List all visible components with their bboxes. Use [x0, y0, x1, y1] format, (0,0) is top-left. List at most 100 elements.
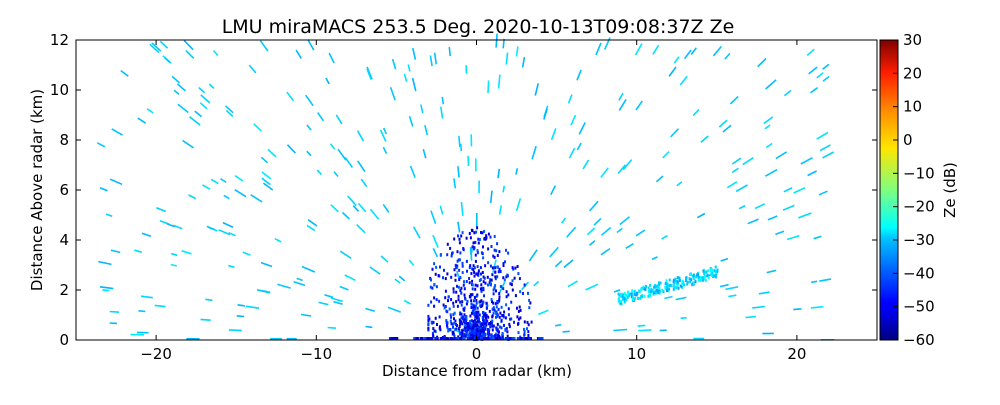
clutter-echo	[438, 300, 440, 303]
clutter-echo	[499, 325, 501, 328]
clutter-echo	[464, 324, 466, 327]
band-echo	[664, 286, 666, 289]
clutter-echo	[462, 271, 464, 274]
speckle-echo	[596, 43, 601, 55]
clutter-echo	[494, 284, 496, 287]
speckle-echo	[601, 228, 610, 236]
clutter-echo	[453, 305, 455, 308]
speckle-echo	[358, 131, 364, 141]
speckle-echo	[371, 209, 379, 219]
colorbar-tick-label: 30	[903, 31, 922, 49]
clutter-echo	[477, 307, 479, 310]
clutter-echo	[526, 327, 528, 330]
speckle-echo	[784, 188, 792, 192]
clutter-echo	[447, 299, 449, 302]
band-echo	[682, 280, 684, 283]
speckle-echo	[614, 290, 620, 292]
speckle-echoes	[97, 34, 834, 340]
speckle-echo	[571, 115, 576, 125]
clutter-echo	[439, 315, 441, 318]
speckle-echo	[620, 217, 630, 225]
x-tick-label: −20	[140, 345, 172, 363]
speckle-echo	[287, 92, 294, 101]
clutter-echo	[482, 245, 484, 248]
clutter-echo	[469, 329, 471, 332]
speckle-echo	[171, 254, 177, 256]
speckle-echo	[195, 111, 202, 117]
clutter-echo	[436, 298, 438, 301]
x-tick-label: 0	[472, 345, 482, 363]
speckle-echo	[449, 47, 450, 56]
band-echo	[627, 291, 629, 294]
band-echo	[678, 287, 680, 290]
clutter-echo	[467, 325, 469, 328]
clutter-echo	[436, 285, 438, 288]
clutter-echo	[503, 324, 505, 327]
speckle-echo	[693, 109, 699, 115]
clutter-echo	[474, 275, 476, 278]
clutter-echo	[443, 304, 445, 307]
speckle-echo	[221, 179, 227, 183]
clutter-echo	[506, 295, 508, 298]
speckle-echo	[636, 101, 642, 110]
clutter-echo	[482, 287, 484, 290]
speckle-echo	[178, 104, 189, 112]
band-echo	[642, 286, 644, 289]
clutter-echo	[478, 269, 480, 272]
speckle-echo	[590, 241, 595, 246]
clutter-echo	[519, 306, 521, 309]
clutter-echo	[458, 278, 460, 281]
clutter-echo	[463, 280, 465, 283]
clutter-echo	[498, 270, 500, 273]
clutter-echo	[432, 334, 434, 337]
speckle-echo	[823, 64, 829, 69]
colorbar	[880, 40, 898, 340]
clutter-echo	[450, 320, 452, 323]
clutter-echo	[459, 251, 461, 254]
clutter-echo	[486, 320, 488, 323]
speckle-echo	[308, 220, 317, 226]
clutter-echo	[472, 229, 474, 232]
speckle-echo	[110, 179, 122, 184]
clutter-echo	[520, 309, 522, 312]
clutter-echo	[466, 237, 468, 240]
speckle-echo	[626, 244, 634, 249]
speckle-echo	[359, 203, 366, 211]
clutter-echo	[494, 256, 496, 259]
speckle-echo	[577, 70, 581, 80]
clutter-echo	[493, 289, 495, 292]
colorbar-tick-label: −50	[903, 298, 935, 316]
speckle-echo	[685, 50, 692, 59]
band-echo	[667, 284, 669, 287]
speckle-echo	[201, 319, 211, 320]
clutter-echo	[522, 292, 524, 295]
clutter-echo	[492, 266, 494, 269]
band-echo	[622, 298, 624, 301]
band-echo	[627, 296, 629, 299]
speckle-echo	[110, 312, 119, 313]
speckle-echo	[98, 262, 111, 265]
speckle-echo	[458, 222, 460, 233]
clutter-echo	[433, 296, 435, 299]
band-echo	[641, 295, 643, 298]
speckle-echo	[261, 157, 267, 162]
band-echo	[678, 277, 680, 280]
colorbar-tick-label: −60	[903, 331, 935, 349]
clutter-echo	[473, 305, 475, 308]
speckle-echo	[808, 171, 817, 176]
speckle-echo	[801, 158, 813, 164]
speckle-echo	[732, 168, 738, 172]
band-echo	[618, 293, 620, 296]
clutter-echo	[495, 312, 497, 315]
speckle-echo	[307, 125, 311, 130]
clutter-echo	[453, 287, 455, 290]
clutter-echo	[519, 277, 521, 280]
clutter-echo	[433, 283, 435, 286]
speckle-echo	[211, 179, 218, 183]
clutter-echo	[457, 305, 459, 308]
clutter-echo	[458, 295, 460, 298]
band-echo	[693, 274, 695, 277]
clutter-echo	[524, 320, 526, 323]
y-tick-label: 12	[50, 31, 69, 49]
clutter-echo	[477, 251, 479, 254]
